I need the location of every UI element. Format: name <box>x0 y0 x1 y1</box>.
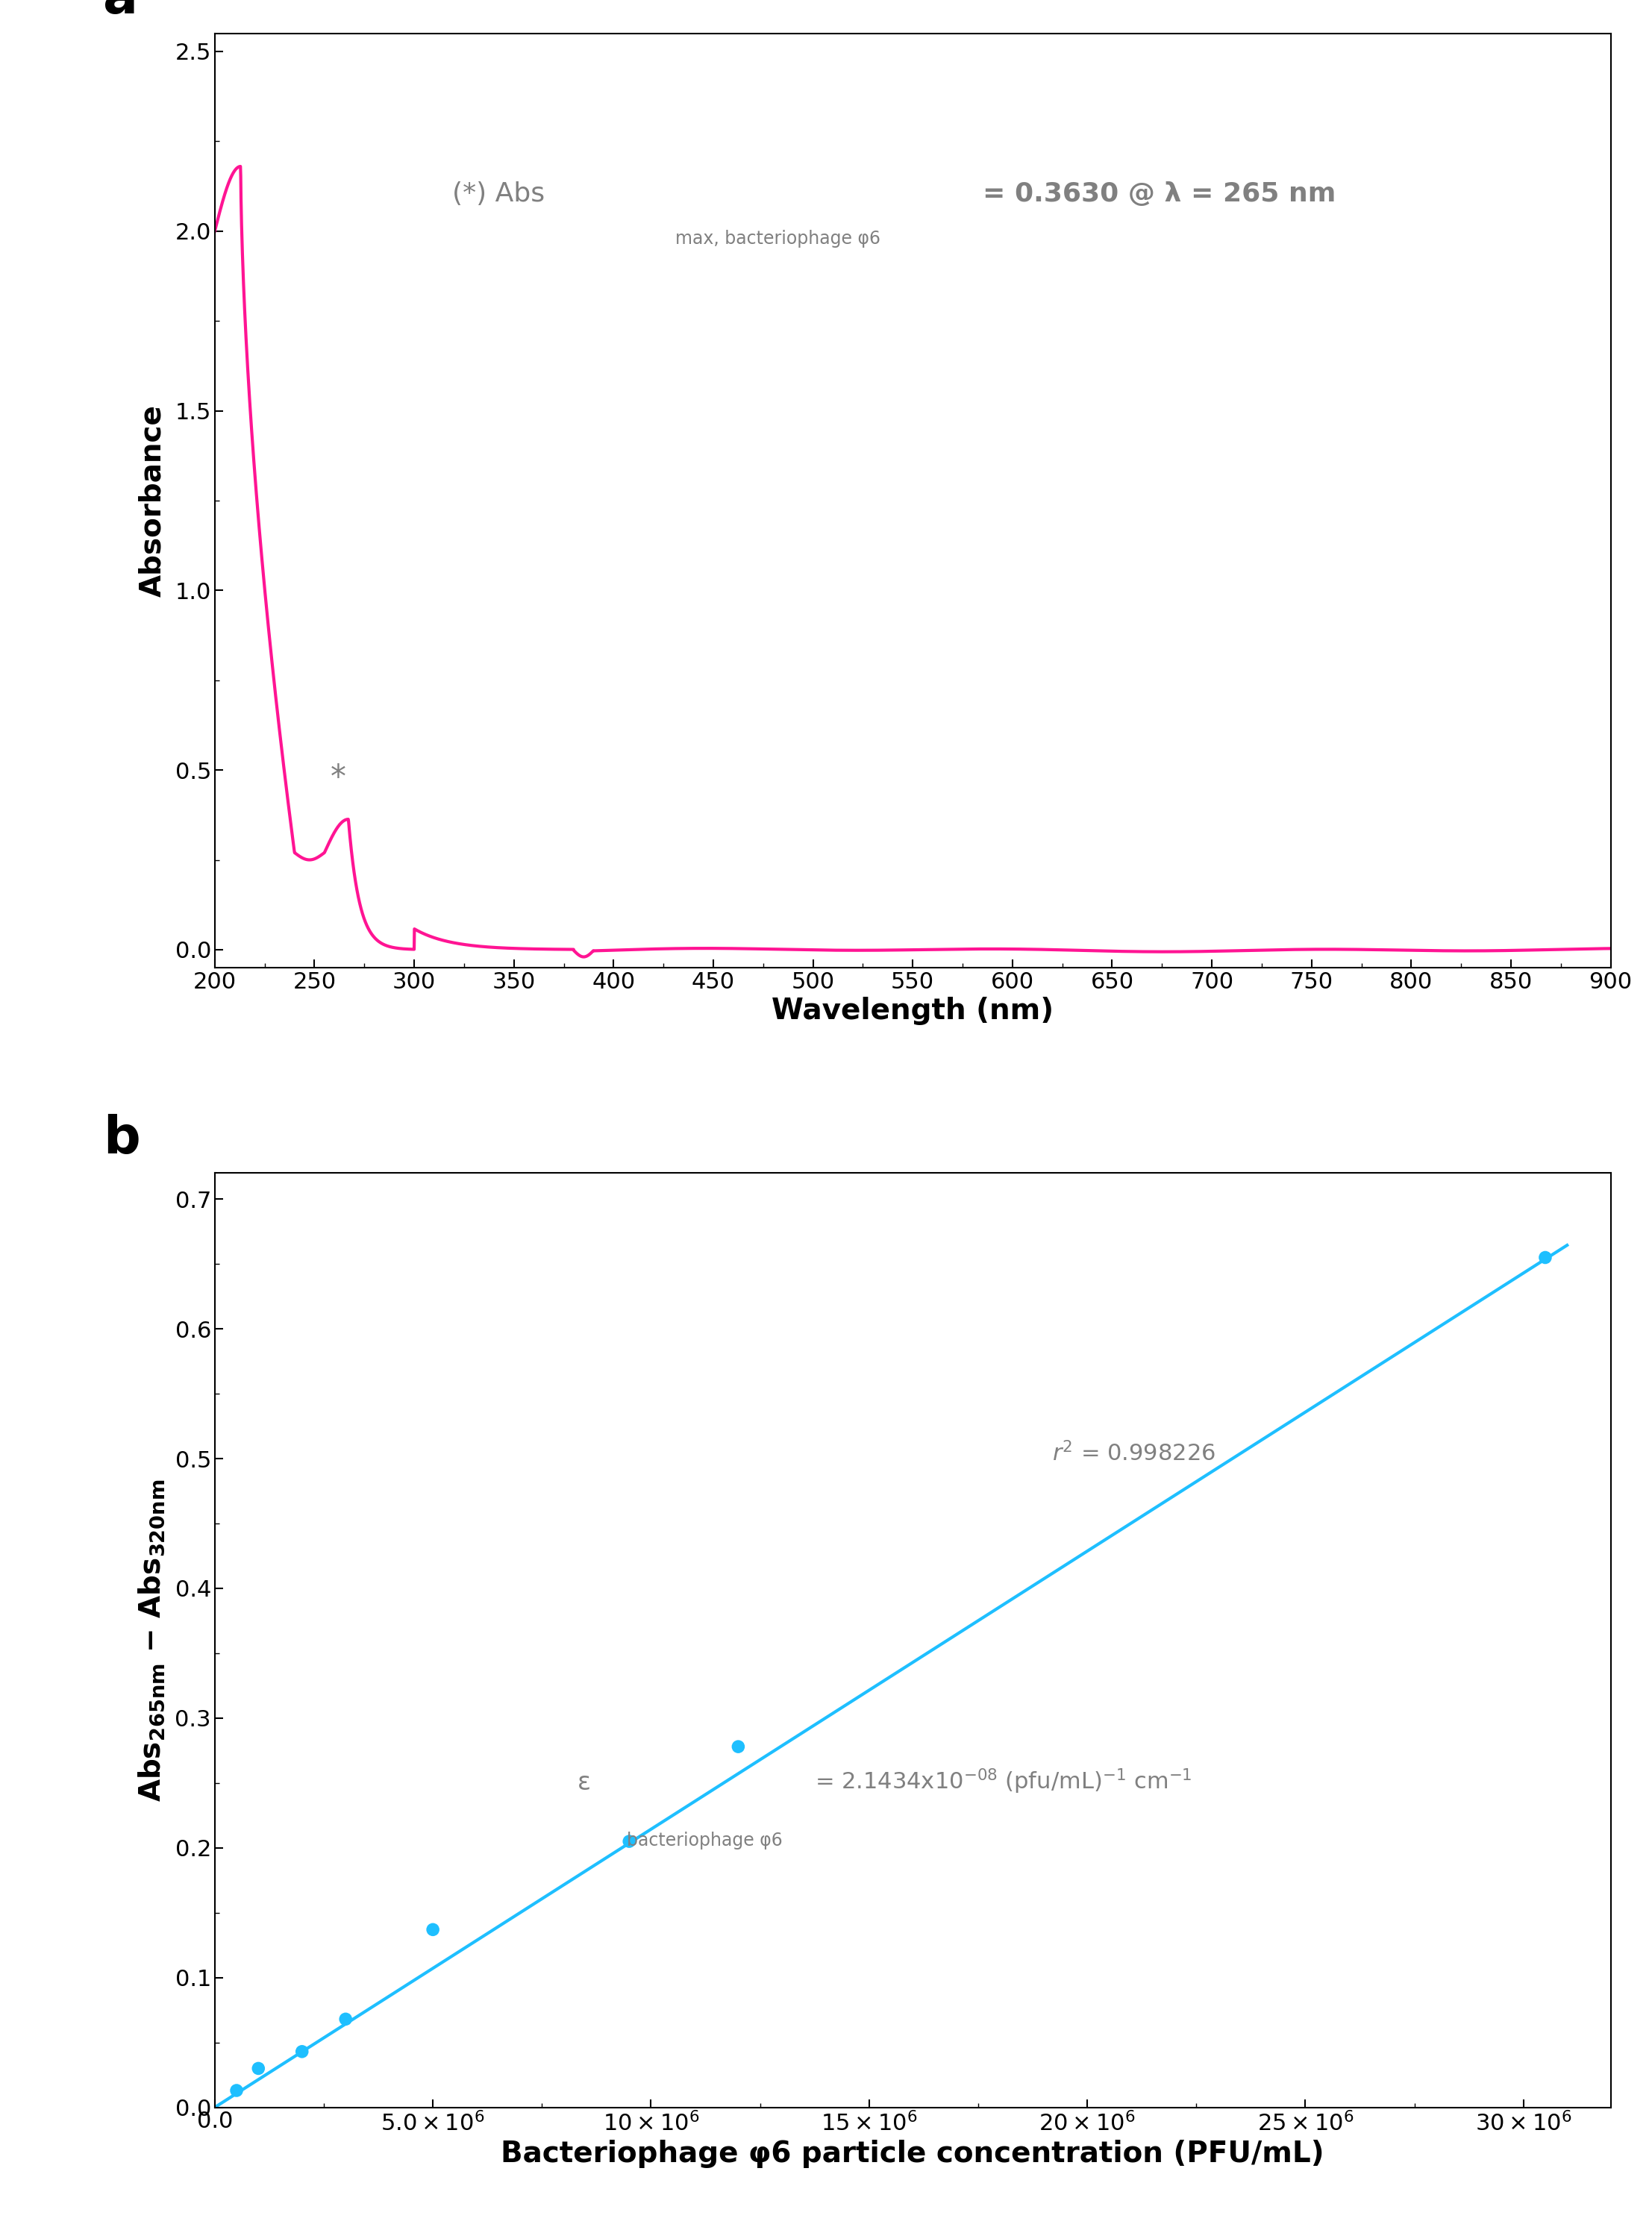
Point <box>289 2034 316 2069</box>
Text: b: b <box>102 1113 140 1164</box>
Point <box>332 2000 358 2036</box>
Y-axis label: Abs$_{\mathbf{265nm}}$ $\mathbf{-}$ Abs$_{\mathbf{320nm}}$: Abs$_{\mathbf{265nm}}$ $\mathbf{-}$ Abs$… <box>137 1478 167 1802</box>
Text: max, bacteriophage φ6: max, bacteriophage φ6 <box>676 230 881 248</box>
Text: ε: ε <box>578 1771 591 1795</box>
X-axis label: Bacteriophage φ6 particle concentration (PFU/mL): Bacteriophage φ6 particle concentration … <box>501 2139 1325 2168</box>
Point <box>725 1728 752 1764</box>
Text: = 2.1434x10$^{-08}$ (pfu/mL)$^{-1}$ cm$^{-1}$: = 2.1434x10$^{-08}$ (pfu/mL)$^{-1}$ cm$^… <box>814 1768 1193 1795</box>
Point <box>244 2052 271 2087</box>
X-axis label: Wavelength (nm): Wavelength (nm) <box>771 997 1054 1026</box>
Point <box>223 2072 249 2107</box>
Y-axis label: Absorbance: Absorbance <box>139 404 167 598</box>
Text: a: a <box>102 0 139 25</box>
Text: $r^2$ = 0.998226: $r^2$ = 0.998226 <box>1052 1441 1216 1465</box>
Point <box>616 1824 643 1860</box>
Text: bacteriophage φ6: bacteriophage φ6 <box>626 1831 783 1849</box>
Text: (*) Abs: (*) Abs <box>453 181 545 207</box>
Point <box>1531 1240 1558 1276</box>
Text: = 0.3630 @ λ = 265 nm: = 0.3630 @ λ = 265 nm <box>983 181 1336 207</box>
Point <box>420 1911 446 1947</box>
Text: *: * <box>330 763 347 794</box>
